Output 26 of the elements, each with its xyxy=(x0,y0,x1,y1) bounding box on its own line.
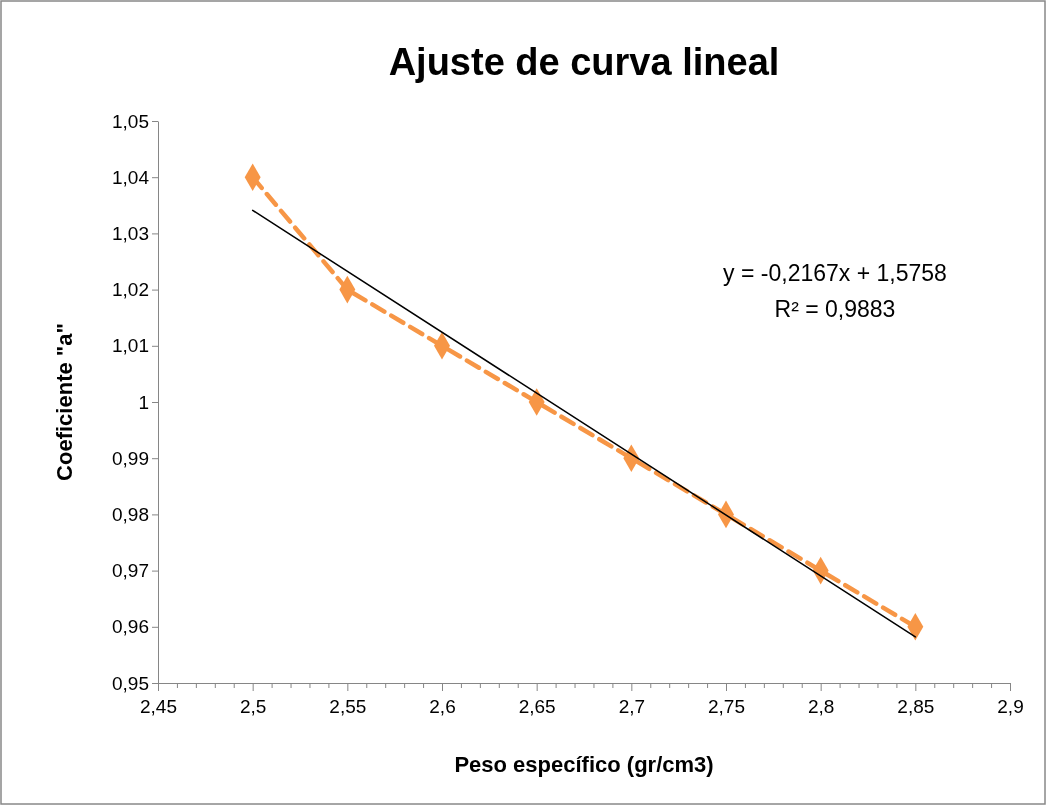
y-axis-title: Coeficiente "a" xyxy=(52,323,77,481)
x-tick-label: 2,9 xyxy=(997,695,1024,717)
x-tick-label: 2,55 xyxy=(329,695,367,717)
annotation: y = -0,2167x + 1,5758 xyxy=(723,260,947,286)
y-tick-label: 0,96 xyxy=(112,616,149,638)
y-tick-label: 1 xyxy=(138,391,149,413)
y-tick-label: 1,02 xyxy=(112,279,149,301)
x-tick-label: 2,45 xyxy=(140,695,177,717)
y-tick-label: 0,99 xyxy=(112,447,149,469)
y-tick-label: 1,03 xyxy=(112,222,149,244)
x-tick-label: 2,8 xyxy=(807,695,835,717)
x-tick-label: 2,6 xyxy=(429,695,456,717)
y-tick-label: 1,01 xyxy=(112,335,149,357)
y-tick-label: 1,04 xyxy=(112,166,150,188)
x-tick-label: 2,5 xyxy=(239,695,267,717)
y-tick-label: 0,97 xyxy=(112,560,149,582)
y-tick-label: 1,05 xyxy=(112,110,149,132)
y-tick-label: 0,98 xyxy=(112,503,149,525)
x-tick-label: 2,65 xyxy=(518,695,556,717)
y-tick-label: 0,95 xyxy=(112,672,149,694)
x-tick-label: 2,7 xyxy=(618,695,646,717)
x-axis-title: Peso específico (gr/cm3) xyxy=(454,752,714,777)
chart-title: Ajuste de curva lineal xyxy=(388,41,780,83)
x-tick-label: 2,85 xyxy=(897,695,935,717)
x-tick-label: 2,75 xyxy=(708,695,745,717)
annotation: R² = 0,9883 xyxy=(774,296,896,322)
